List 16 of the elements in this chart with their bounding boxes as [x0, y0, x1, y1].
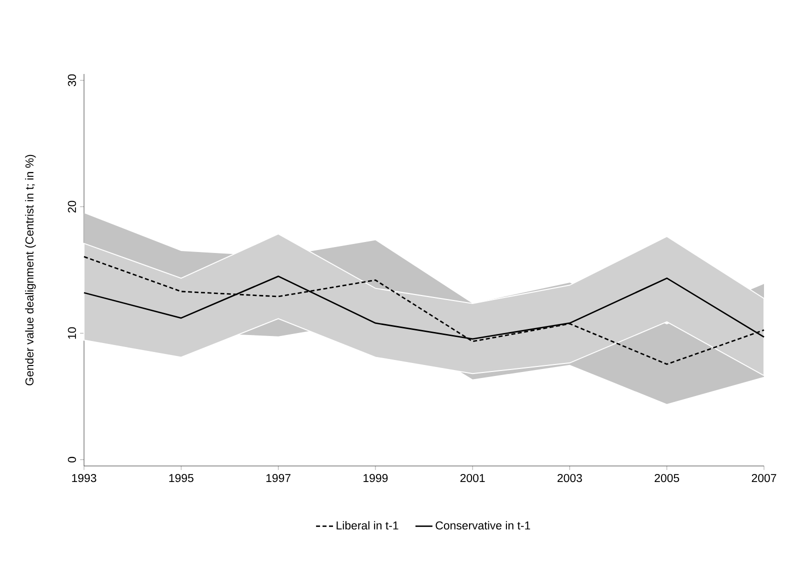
x-tick-label: 2001	[460, 474, 485, 482]
legend-label: Liberal in t-1	[336, 521, 398, 530]
x-tick-label: 2003	[558, 474, 582, 482]
x-tick-label: 2005	[654, 474, 680, 482]
y-tick-label: 10	[68, 327, 76, 339]
y-tick-label: 0	[68, 456, 76, 462]
y-tick-label: 30	[68, 74, 76, 86]
y-tick-label: 20	[68, 200, 76, 213]
x-tick-label: 1999	[364, 474, 388, 482]
line-series	[83, 256, 765, 365]
y-axis-title: Gender value dealignment (Centrist in t; in %)	[25, 154, 36, 386]
x-tick-label: 1993	[72, 474, 96, 482]
x-tick-label: 1995	[169, 474, 194, 482]
x-tick-label: 2007	[752, 474, 776, 482]
legend-label: Conservative in t-1	[436, 521, 530, 530]
x-tick-label: 1997	[266, 474, 290, 482]
